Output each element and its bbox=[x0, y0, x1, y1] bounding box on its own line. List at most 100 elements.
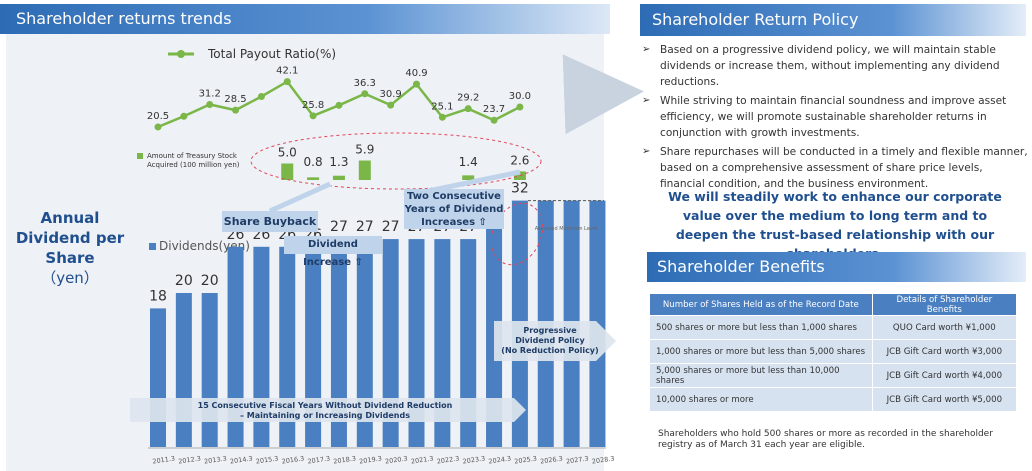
legend-dividend-swatch bbox=[149, 243, 156, 250]
policy-link-arrow bbox=[562, 54, 644, 135]
x-tick-label: 2021.3 bbox=[410, 454, 434, 465]
payout-label: 30.0 bbox=[509, 91, 531, 102]
y-axis-label-line1: Annual bbox=[40, 209, 100, 227]
benefits-table: Number of Shares Held as of the Record D… bbox=[649, 293, 1018, 412]
policy-item: Based on a progressive dividend policy, … bbox=[640, 42, 1028, 90]
dividend-bar bbox=[201, 293, 218, 447]
dividend-bar bbox=[175, 293, 192, 447]
dividend-bar bbox=[330, 239, 347, 447]
payout-point bbox=[232, 106, 240, 114]
fifteen-years-text: 15 Consecutive Fiscal Years Without Divi… bbox=[198, 401, 453, 410]
payout-point bbox=[283, 78, 291, 86]
share-buyback-callout: Share Buyback bbox=[222, 211, 318, 232]
x-tick-label: 2025.3 bbox=[514, 454, 538, 465]
payout-label: 36.3 bbox=[354, 78, 376, 89]
progressive-policy-text: (No Reduction Policy) bbox=[501, 346, 598, 355]
table-row: 10,000 shares or more JCB Gift Card wort… bbox=[649, 387, 1018, 412]
x-tick-label: 2019.3 bbox=[359, 454, 383, 465]
progressive-policy-arrow bbox=[494, 321, 616, 361]
dividend-bar bbox=[408, 239, 425, 447]
legend-buyback-swatch bbox=[137, 153, 143, 159]
payout-label: 20.5 bbox=[147, 111, 169, 122]
dividend-label: 32 bbox=[511, 181, 529, 197]
dividend-bar bbox=[460, 239, 477, 447]
payout-point bbox=[464, 105, 472, 113]
payout-point bbox=[309, 112, 317, 120]
buyback-bar bbox=[281, 163, 294, 180]
x-tick-label: 2015.3 bbox=[255, 454, 279, 465]
progressive-policy-text: Dividend Policy bbox=[515, 336, 585, 345]
x-tick-label: 2027.3 bbox=[566, 454, 590, 465]
payout-point bbox=[361, 90, 369, 98]
benefit-cell: QUO Card worth ¥1,000 bbox=[871, 315, 1018, 340]
buyback-label: 2.6 bbox=[510, 153, 529, 167]
left-section-header: Shareholder returns trends bbox=[0, 4, 610, 34]
legend-buyback-line2: Acquired (100 million yen) bbox=[147, 161, 240, 169]
y-axis-label-line2: Dividend per bbox=[15, 229, 125, 247]
payout-label: 42.1 bbox=[276, 66, 298, 77]
fifteen-years-text: – Maintaining or Increasing Dividends bbox=[240, 411, 410, 420]
dividend-bar bbox=[305, 246, 322, 447]
shares-cell: 5,000 shares or more but less than 10,00… bbox=[649, 363, 873, 388]
dividend-bar bbox=[382, 239, 399, 447]
payout-point bbox=[180, 112, 188, 120]
payout-point bbox=[387, 101, 395, 109]
benefit-cell: JCB Gift Card worth ¥3,000 bbox=[871, 339, 1018, 364]
share-buyback-pointer bbox=[268, 181, 332, 214]
dividend-label: 27 bbox=[330, 219, 348, 235]
legend-buyback-line1: Amount of Treasury Stock bbox=[147, 152, 238, 160]
shares-cell: 500 shares or more but less than 1,000 s… bbox=[649, 315, 873, 340]
shares-cell: 1,000 shares or more but less than 5,000… bbox=[649, 339, 873, 364]
payout-label: 30.9 bbox=[380, 89, 402, 100]
benefits-col-details: Details of Shareholder Benefits bbox=[871, 293, 1018, 316]
payout-point bbox=[438, 113, 446, 121]
benefits-col-shares: Number of Shares Held as of the Record D… bbox=[649, 293, 873, 316]
dividend-label: 20 bbox=[201, 273, 219, 289]
y-axis-label-unit: （yen） bbox=[41, 269, 99, 287]
payout-label: 23.7 bbox=[483, 104, 505, 115]
benefits-note: Shareholders who hold 500 shares or more… bbox=[658, 429, 993, 450]
dividend-label: 18 bbox=[149, 288, 167, 304]
benefit-cell: JCB Gift Card worth ¥4,000 bbox=[871, 363, 1018, 388]
buyback-label: 1.4 bbox=[459, 155, 478, 169]
x-tick-label: 2014.3 bbox=[229, 454, 253, 465]
buyback-bar bbox=[358, 160, 371, 180]
assumed-minimum-label: Assumed Minimum Level bbox=[535, 226, 597, 232]
x-tick-label: 2028.3 bbox=[591, 454, 615, 465]
policy-item: Share repurchases will be conducted in a… bbox=[640, 144, 1028, 192]
dividend-bar bbox=[356, 239, 373, 447]
policy-emphasis: We will steadily work to enhance our cor… bbox=[668, 189, 1002, 261]
dividend-bar bbox=[150, 308, 166, 447]
x-tick-label: 2026.3 bbox=[540, 454, 564, 465]
legend-line-marker bbox=[177, 50, 185, 58]
legend-dividends: Dividends(yen) bbox=[159, 239, 250, 253]
x-tick-label: 2020.3 bbox=[385, 454, 409, 465]
dividend-increase-callout: Dividend Increase ⇧ bbox=[284, 236, 382, 268]
legend-payout-ratio: Total Payout Ratio(%) bbox=[207, 47, 336, 61]
payout-label: 31.2 bbox=[199, 88, 221, 99]
dividend-label: 27 bbox=[382, 219, 400, 235]
dividend-increase-dashed-oval bbox=[490, 202, 544, 266]
x-tick-label: 2012.3 bbox=[178, 454, 202, 465]
policy-list: Based on a progressive dividend policy, … bbox=[640, 42, 1028, 195]
dividend-bar bbox=[227, 246, 244, 447]
payout-label: 25.1 bbox=[431, 101, 453, 112]
benefits-header-row: Number of Shares Held as of the Record D… bbox=[649, 293, 1018, 316]
payout-label: 28.5 bbox=[224, 94, 246, 105]
buyback-bar bbox=[307, 177, 320, 180]
y-axis-label: Annual Dividend per Share （yen） bbox=[10, 208, 130, 288]
table-row: 1,000 shares or more but less than 5,000… bbox=[649, 339, 1018, 364]
buyback-bar bbox=[462, 175, 475, 180]
buyback-label: 1.3 bbox=[329, 155, 348, 169]
dividend-label: 27 bbox=[356, 219, 374, 235]
fifteen-years-arrow bbox=[130, 398, 526, 422]
two-consecutive-callout: Two Consecutive Years of Dividend Increa… bbox=[404, 189, 504, 229]
x-tick-label: 2011.3 bbox=[152, 454, 176, 465]
payout-point bbox=[154, 123, 162, 131]
payout-point bbox=[490, 116, 498, 124]
payout-label: 40.9 bbox=[405, 68, 427, 79]
payout-point bbox=[516, 103, 524, 111]
payout-point bbox=[206, 100, 214, 108]
y-axis-label-line3: Share bbox=[45, 249, 95, 267]
